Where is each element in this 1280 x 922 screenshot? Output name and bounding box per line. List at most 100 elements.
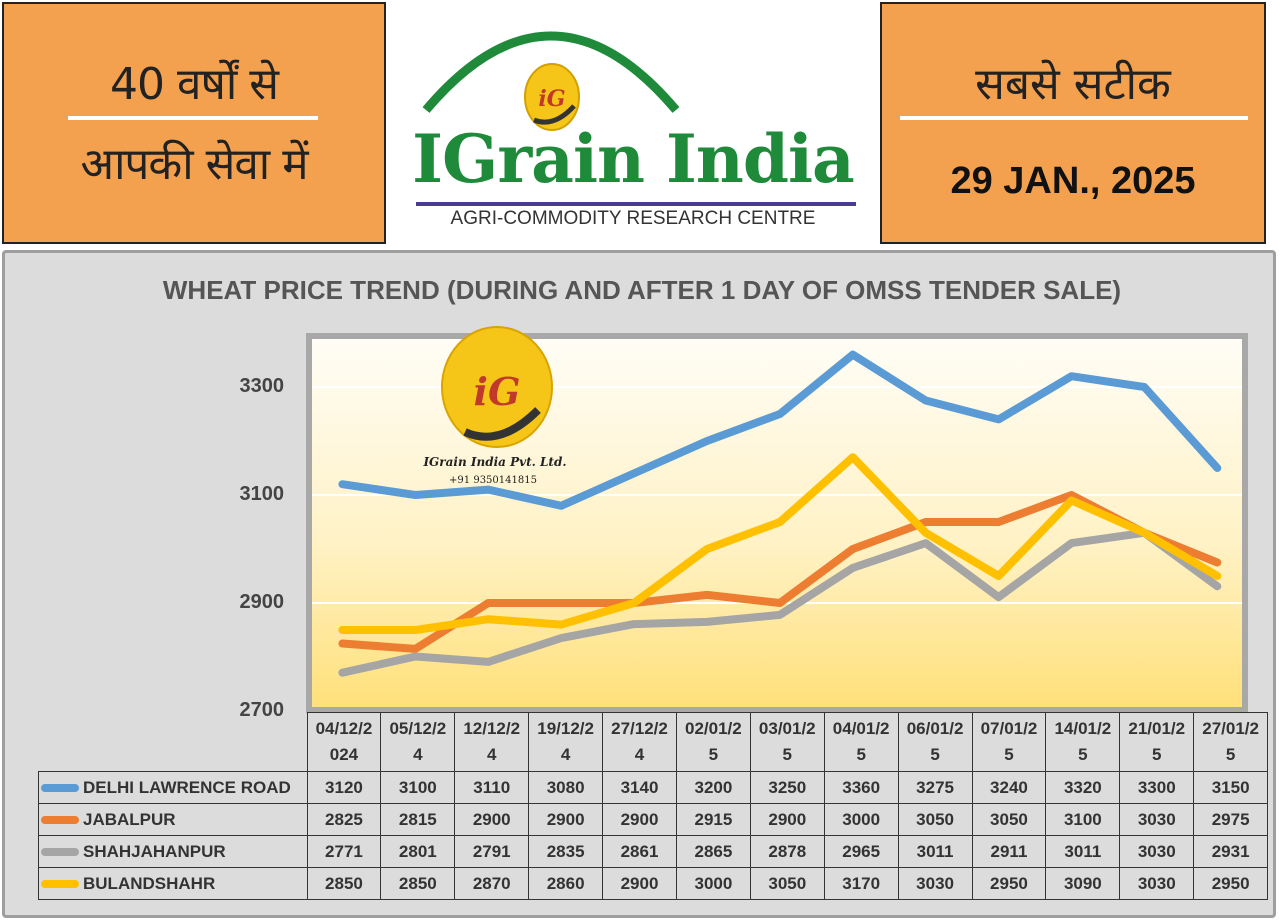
data-label: 2931 xyxy=(1193,835,1269,868)
tagline-line1: 40 वर्षों से xyxy=(110,59,279,110)
data-label: 3000 xyxy=(675,867,751,900)
tagline-line2: आपकी सेवा में xyxy=(80,139,308,190)
x-tick-label: 21/01/25 xyxy=(1119,712,1195,772)
data-label: 3050 xyxy=(897,803,973,836)
x-tick-label: 14/01/25 xyxy=(1045,712,1121,772)
y-tick-label: 3300 xyxy=(239,375,285,397)
y-tick-label: 2700 xyxy=(239,699,285,721)
brand-logo-graphic: iG xyxy=(422,31,680,131)
table-row: JABALPUR 2825 2815 2900 2900 2900 2915 2900 3000… xyxy=(38,803,1269,836)
series-name: DELHI LAWRENCE ROAD xyxy=(83,777,291,797)
data-label: 2950 xyxy=(1193,867,1269,900)
data-label: 3275 xyxy=(897,771,973,804)
data-label: 3360 xyxy=(823,771,899,804)
date-panel: सबसे सटीक 29 JAN., 2025 xyxy=(880,2,1266,244)
data-label: 2911 xyxy=(971,835,1047,868)
data-label: 3030 xyxy=(1119,835,1195,868)
data-label: 3140 xyxy=(602,771,677,804)
data-label: 3110 xyxy=(454,771,530,804)
legend-key-icon xyxy=(41,784,79,793)
legend-entry: SHAHJAHANPUR xyxy=(38,835,308,868)
data-label: 2860 xyxy=(528,867,604,900)
x-tick-label: 04/12/2024 xyxy=(306,712,382,772)
data-label: 3030 xyxy=(1119,803,1195,836)
data-label: 2900 xyxy=(602,803,677,836)
data-label: 2850 xyxy=(380,867,456,900)
legend-key-icon xyxy=(41,848,79,857)
data-label: 3120 xyxy=(306,771,382,804)
brand-panel: iG IGrain India AGRI-COMMODITY RESEARCH … xyxy=(386,2,880,244)
data-label: 3000 xyxy=(823,803,899,836)
data-label: 3320 xyxy=(1045,771,1121,804)
series-name: JABALPUR xyxy=(83,809,176,829)
brand-underline xyxy=(416,202,856,206)
legend-key-icon xyxy=(41,880,79,889)
data-label: 3050 xyxy=(971,803,1047,836)
x-tick-label: 06/01/25 xyxy=(897,712,973,772)
tagline-divider xyxy=(68,116,318,120)
x-tick-label: 05/12/24 xyxy=(380,712,456,772)
brand-subtitle: AGRI-COMMODITY RESEARCH CENTRE xyxy=(450,208,816,229)
data-label: 2771 xyxy=(306,835,382,868)
header-banner: 40 वर्षों से आपकी सेवा में iG IGrain Ind… xyxy=(0,0,1280,248)
logo-text: iG xyxy=(538,86,565,112)
slogan-divider xyxy=(900,116,1248,120)
data-label: 2878 xyxy=(749,835,825,868)
data-label: 2900 xyxy=(602,867,677,900)
slogan: सबसे सटीक xyxy=(975,59,1171,110)
data-label: 2815 xyxy=(380,803,456,836)
data-label: 2835 xyxy=(528,835,604,868)
data-label: 2870 xyxy=(454,867,530,900)
data-label: 2791 xyxy=(454,835,530,868)
data-label: 3300 xyxy=(1119,771,1195,804)
legend-entry: BULANDSHAHR xyxy=(38,867,308,900)
table-row: BULANDSHAHR 2850 2850 2870 2860 2900 3000 3050 3… xyxy=(38,867,1269,900)
x-tick-label: 03/01/25 xyxy=(749,712,825,772)
legend-entry: DELHI LAWRENCE ROAD xyxy=(38,771,308,804)
data-label: 3030 xyxy=(1119,867,1195,900)
table-header-row: 04/12/2024 05/12/24 12/12/24 19/12/24 27/12/… xyxy=(39,712,1269,772)
x-tick-label: 07/01/25 xyxy=(971,712,1047,772)
data-table: 04/12/2024 05/12/24 12/12/24 19/12/24 27/12/… xyxy=(38,712,1269,900)
arc-icon xyxy=(422,31,680,113)
data-label: 3100 xyxy=(380,771,456,804)
data-label: 2900 xyxy=(528,803,604,836)
plot-area xyxy=(306,333,1248,713)
data-label: 2950 xyxy=(971,867,1047,900)
data-label: 2865 xyxy=(675,835,751,868)
series-name: SHAHJAHANPUR xyxy=(83,841,226,861)
series-name: BULANDSHAHR xyxy=(83,873,216,893)
x-tick-label: 27/12/24 xyxy=(602,712,677,772)
data-label: 3090 xyxy=(1045,867,1121,900)
data-label: 3100 xyxy=(1045,803,1121,836)
table-row: DELHI LAWRENCE ROAD 3120 3100 3110 3080 3140 3… xyxy=(38,771,1269,804)
data-label: 3150 xyxy=(1193,771,1269,804)
x-tick-label: 12/12/24 xyxy=(454,712,530,772)
data-label: 2900 xyxy=(454,803,530,836)
x-tick-label: 19/12/24 xyxy=(528,712,604,772)
data-label: 2861 xyxy=(602,835,677,868)
data-label: 3250 xyxy=(749,771,825,804)
data-label: 3080 xyxy=(528,771,604,804)
tagline-panel: 40 वर्षों से आपकी सेवा में xyxy=(2,2,386,244)
report-date: 29 JAN., 2025 xyxy=(950,160,1196,202)
data-label: 2825 xyxy=(306,803,382,836)
y-tick-label: 2900 xyxy=(239,591,285,613)
data-label: 3030 xyxy=(897,867,973,900)
x-tick-label: 02/01/25 xyxy=(675,712,751,772)
legend-key-icon xyxy=(41,816,79,825)
chart-title: WHEAT PRICE TREND (DURING AND AFTER 1 DA… xyxy=(162,275,1122,305)
data-label: 2975 xyxy=(1193,803,1269,836)
data-label: 3011 xyxy=(1045,835,1121,868)
data-label: 2965 xyxy=(823,835,899,868)
data-label: 2801 xyxy=(380,835,456,868)
data-label: 2915 xyxy=(675,803,751,836)
data-label: 3050 xyxy=(749,867,825,900)
data-label: 3011 xyxy=(897,835,973,868)
brand-name: IGrain India xyxy=(412,120,855,198)
x-tick-label: 27/01/25 xyxy=(1193,712,1269,772)
data-label: 3170 xyxy=(823,867,899,900)
data-label: 2850 xyxy=(306,867,382,900)
table-row: SHAHJAHANPUR 2771 2801 2791 2835 2861 2865 2878… xyxy=(38,835,1269,868)
x-tick-label: 04/01/25 xyxy=(823,712,899,772)
